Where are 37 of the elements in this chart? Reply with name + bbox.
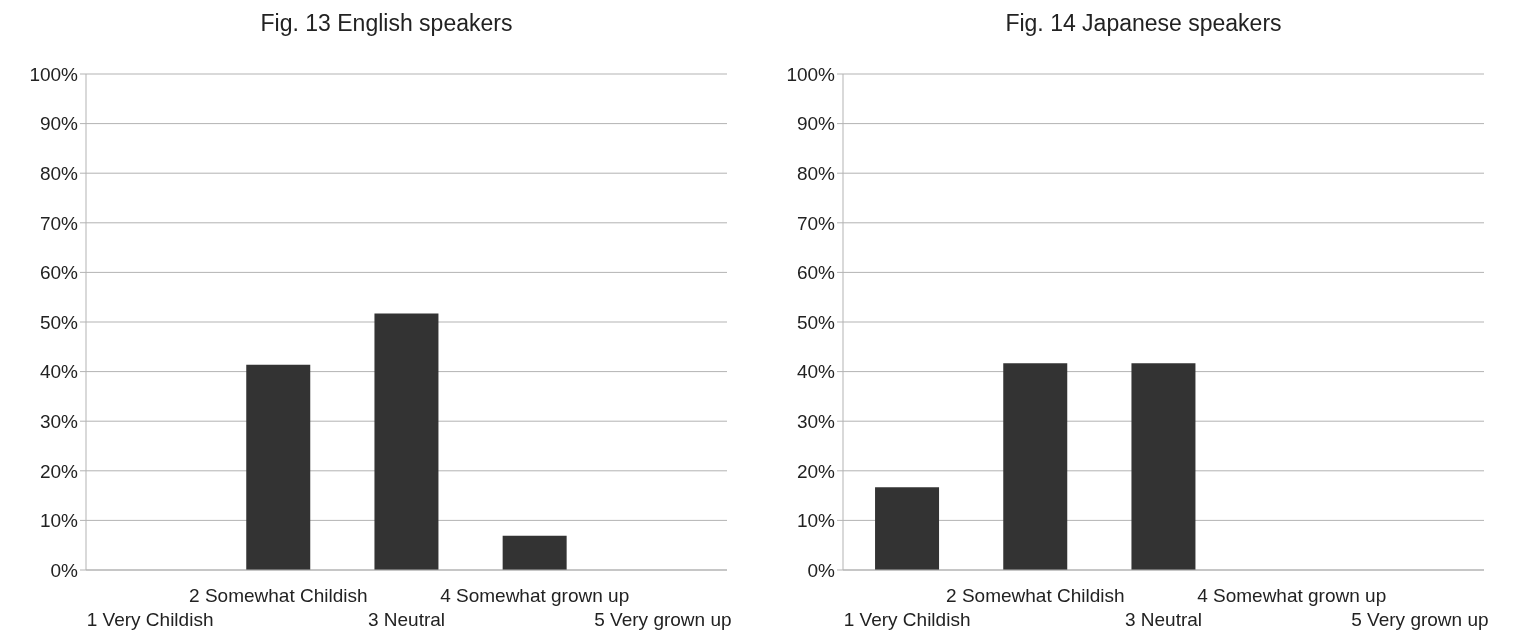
y-tick-label: 60% [796, 262, 836, 284]
x-tick-label: 3 Neutral [1124, 609, 1203, 630]
bar [374, 313, 439, 570]
y-tick-label: 0% [50, 559, 79, 581]
y-tick-label: 30% [796, 410, 836, 432]
y-tick-label: 70% [39, 212, 79, 234]
y-tick-label: 10% [796, 510, 836, 532]
y-tick-label: 0% [807, 559, 836, 581]
y-tick-label: 30% [39, 410, 79, 432]
y-tick-label: 100% [29, 63, 79, 85]
y-tick-label: 50% [796, 311, 836, 333]
y-tick-label: 90% [39, 113, 79, 135]
x-tick-label: 2 Somewhat Childish [946, 585, 1125, 606]
chart-title: Fig. 14 Japanese speakers [1004, 9, 1283, 38]
y-tick-label: 100% [786, 63, 836, 85]
y-tick-label: 10% [39, 510, 79, 532]
x-tick-label: 5 Very grown up [1351, 609, 1489, 630]
y-tick-label: 70% [796, 212, 836, 234]
x-tick-label: 1 Very Childish [843, 609, 971, 630]
y-tick-label: 80% [796, 162, 836, 184]
y-tick-label: 20% [39, 460, 79, 482]
x-tick-label: 4 Somewhat grown up [440, 585, 630, 606]
y-tick-label: 90% [796, 113, 836, 135]
y-tick-label: 60% [39, 262, 79, 284]
y-tick-label: 40% [796, 361, 836, 383]
y-tick-label: 80% [39, 162, 79, 184]
bar [502, 535, 567, 570]
y-tick-label: 20% [796, 460, 836, 482]
x-tick-label: 4 Somewhat grown up [1197, 585, 1387, 606]
x-tick-label: 5 Very grown up [594, 609, 732, 630]
bar [246, 364, 311, 570]
y-tick-label: 50% [39, 311, 79, 333]
x-tick-label: 1 Very Childish [86, 609, 214, 630]
y-tick-label: 40% [39, 361, 79, 383]
x-tick-label: 2 Somewhat Childish [189, 585, 368, 606]
chart-title: Fig. 13 English speakers [259, 9, 514, 38]
x-tick-label: 3 Neutral [367, 609, 446, 630]
